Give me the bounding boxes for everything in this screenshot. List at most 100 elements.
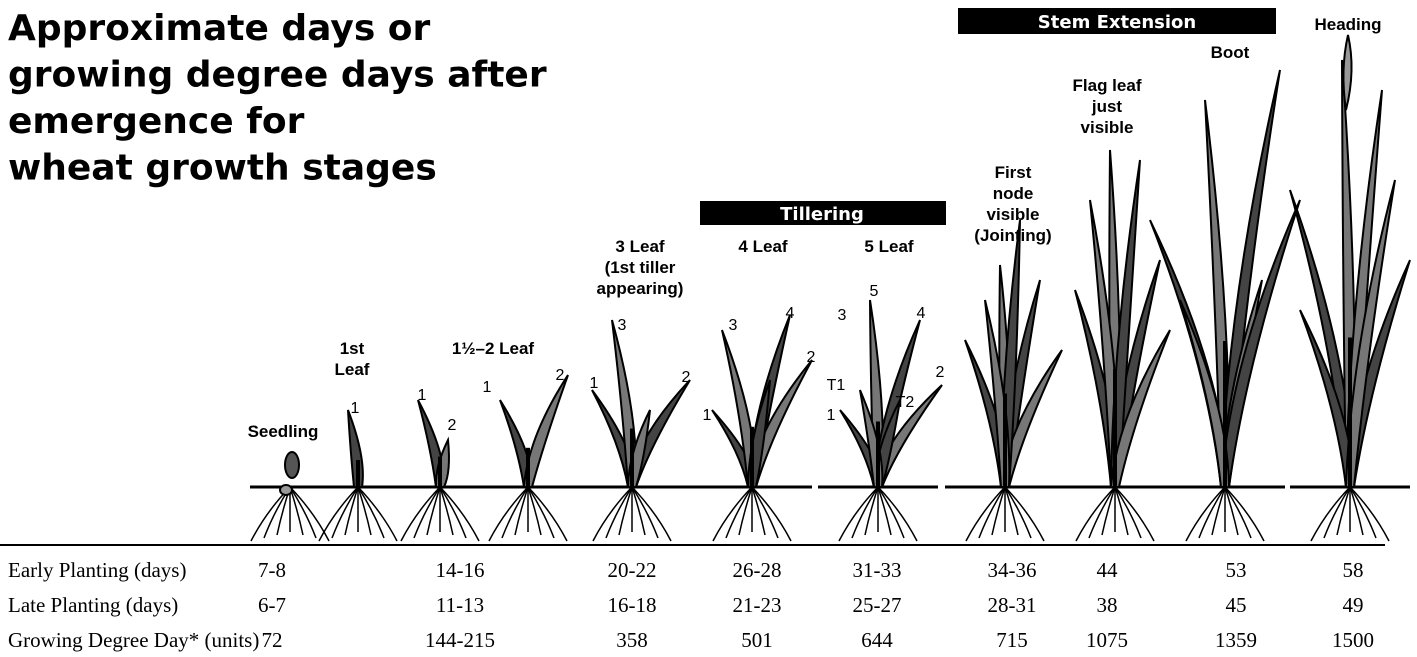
root — [1004, 486, 1019, 536]
root — [439, 486, 454, 536]
root — [1336, 486, 1351, 536]
leaf-number: 4 — [786, 305, 795, 322]
root — [631, 486, 646, 536]
root — [357, 486, 372, 536]
root — [1349, 486, 1390, 542]
root — [1211, 486, 1226, 536]
stage-label: just — [1091, 97, 1123, 116]
root — [413, 486, 441, 539]
cell: 44 — [1097, 558, 1119, 582]
leaf-number: T1 — [827, 377, 846, 394]
root — [1114, 486, 1129, 536]
root — [1004, 486, 1045, 542]
cell: 11-13 — [436, 593, 484, 617]
title-line: growing degree days after — [8, 55, 547, 96]
leaf — [1344, 179, 1396, 488]
root — [1101, 486, 1116, 536]
root — [1198, 486, 1226, 539]
stage-label: node — [993, 184, 1034, 203]
cell: 58 — [1343, 558, 1364, 582]
root — [439, 486, 467, 539]
root — [618, 486, 633, 536]
root — [318, 486, 359, 542]
stage-label: appearing) — [597, 279, 684, 298]
root — [527, 486, 555, 539]
stage-label: visible — [1081, 118, 1134, 137]
title-line: emergence for — [8, 101, 305, 142]
leaf-number: 5 — [870, 283, 879, 300]
leaf-number: T2 — [896, 394, 915, 411]
root — [527, 486, 568, 542]
cell: 501 — [741, 628, 773, 652]
leaf-number: 2 — [556, 367, 565, 384]
root — [751, 486, 766, 536]
root — [877, 486, 905, 539]
root — [400, 486, 441, 542]
leaf-number: 1 — [418, 387, 427, 404]
root — [344, 486, 359, 536]
row-label: Late Planting (days) — [8, 593, 178, 617]
root — [488, 486, 529, 542]
root — [1310, 486, 1351, 542]
cell: 715 — [996, 628, 1028, 652]
stage-label: Flag leaf — [1073, 76, 1142, 95]
leaf-number: 2 — [448, 417, 457, 434]
cell: 1359 — [1215, 628, 1257, 652]
root — [1224, 486, 1252, 539]
leaf-number: 1 — [703, 407, 712, 424]
stage-label: (1st tiller — [605, 258, 676, 277]
cell: 49 — [1343, 593, 1364, 617]
root — [331, 486, 359, 539]
stage-label: Seedling — [248, 422, 319, 441]
stage-label: 4 Leaf — [738, 237, 787, 256]
root — [751, 486, 779, 539]
root — [1185, 486, 1226, 542]
cell: 144-215 — [425, 628, 495, 652]
root — [877, 486, 918, 542]
cell: 358 — [616, 628, 648, 652]
group-label: Stem Extension — [1038, 12, 1196, 33]
root — [357, 486, 398, 542]
stage-label: First — [995, 163, 1032, 182]
leaf-number: 2 — [682, 369, 691, 386]
title-line: Approximate days or — [8, 8, 431, 49]
cell: 14-16 — [436, 558, 485, 582]
stage-label: 5 Leaf — [864, 237, 913, 256]
stage-label: 1½–2 Leaf — [452, 339, 535, 358]
root — [501, 486, 529, 539]
root — [605, 486, 633, 539]
cell: 72 — [262, 628, 283, 652]
root — [1075, 486, 1116, 542]
root — [439, 486, 480, 542]
leaf-number: 1 — [827, 407, 836, 424]
root — [991, 486, 1006, 536]
cell: 31-33 — [853, 558, 902, 582]
leaf-number: 1 — [351, 400, 360, 417]
leaf-number: 2 — [936, 364, 945, 381]
cell: 644 — [861, 628, 893, 652]
group-bar — [700, 201, 946, 225]
root — [877, 486, 892, 536]
root — [592, 486, 633, 542]
seedling — [284, 451, 300, 479]
root — [426, 486, 441, 536]
cell: 26-28 — [733, 558, 782, 582]
root — [1349, 486, 1377, 539]
root — [1224, 486, 1265, 542]
leaf — [1109, 329, 1171, 488]
stage-label: Leaf — [335, 360, 370, 379]
root — [1224, 486, 1239, 536]
root — [965, 486, 1006, 542]
stage-label: 1st — [340, 339, 365, 358]
cell: 34-36 — [988, 558, 1037, 582]
root — [1004, 486, 1032, 539]
cell: 1075 — [1086, 628, 1128, 652]
leaf — [1219, 199, 1301, 488]
root — [838, 486, 879, 542]
root — [631, 486, 672, 542]
leaf-number: 1 — [590, 375, 599, 392]
leaf-number: 3 — [618, 317, 627, 334]
group-bar — [958, 8, 1276, 34]
title-line: wheat growth stages — [8, 148, 437, 189]
root — [1349, 486, 1364, 536]
